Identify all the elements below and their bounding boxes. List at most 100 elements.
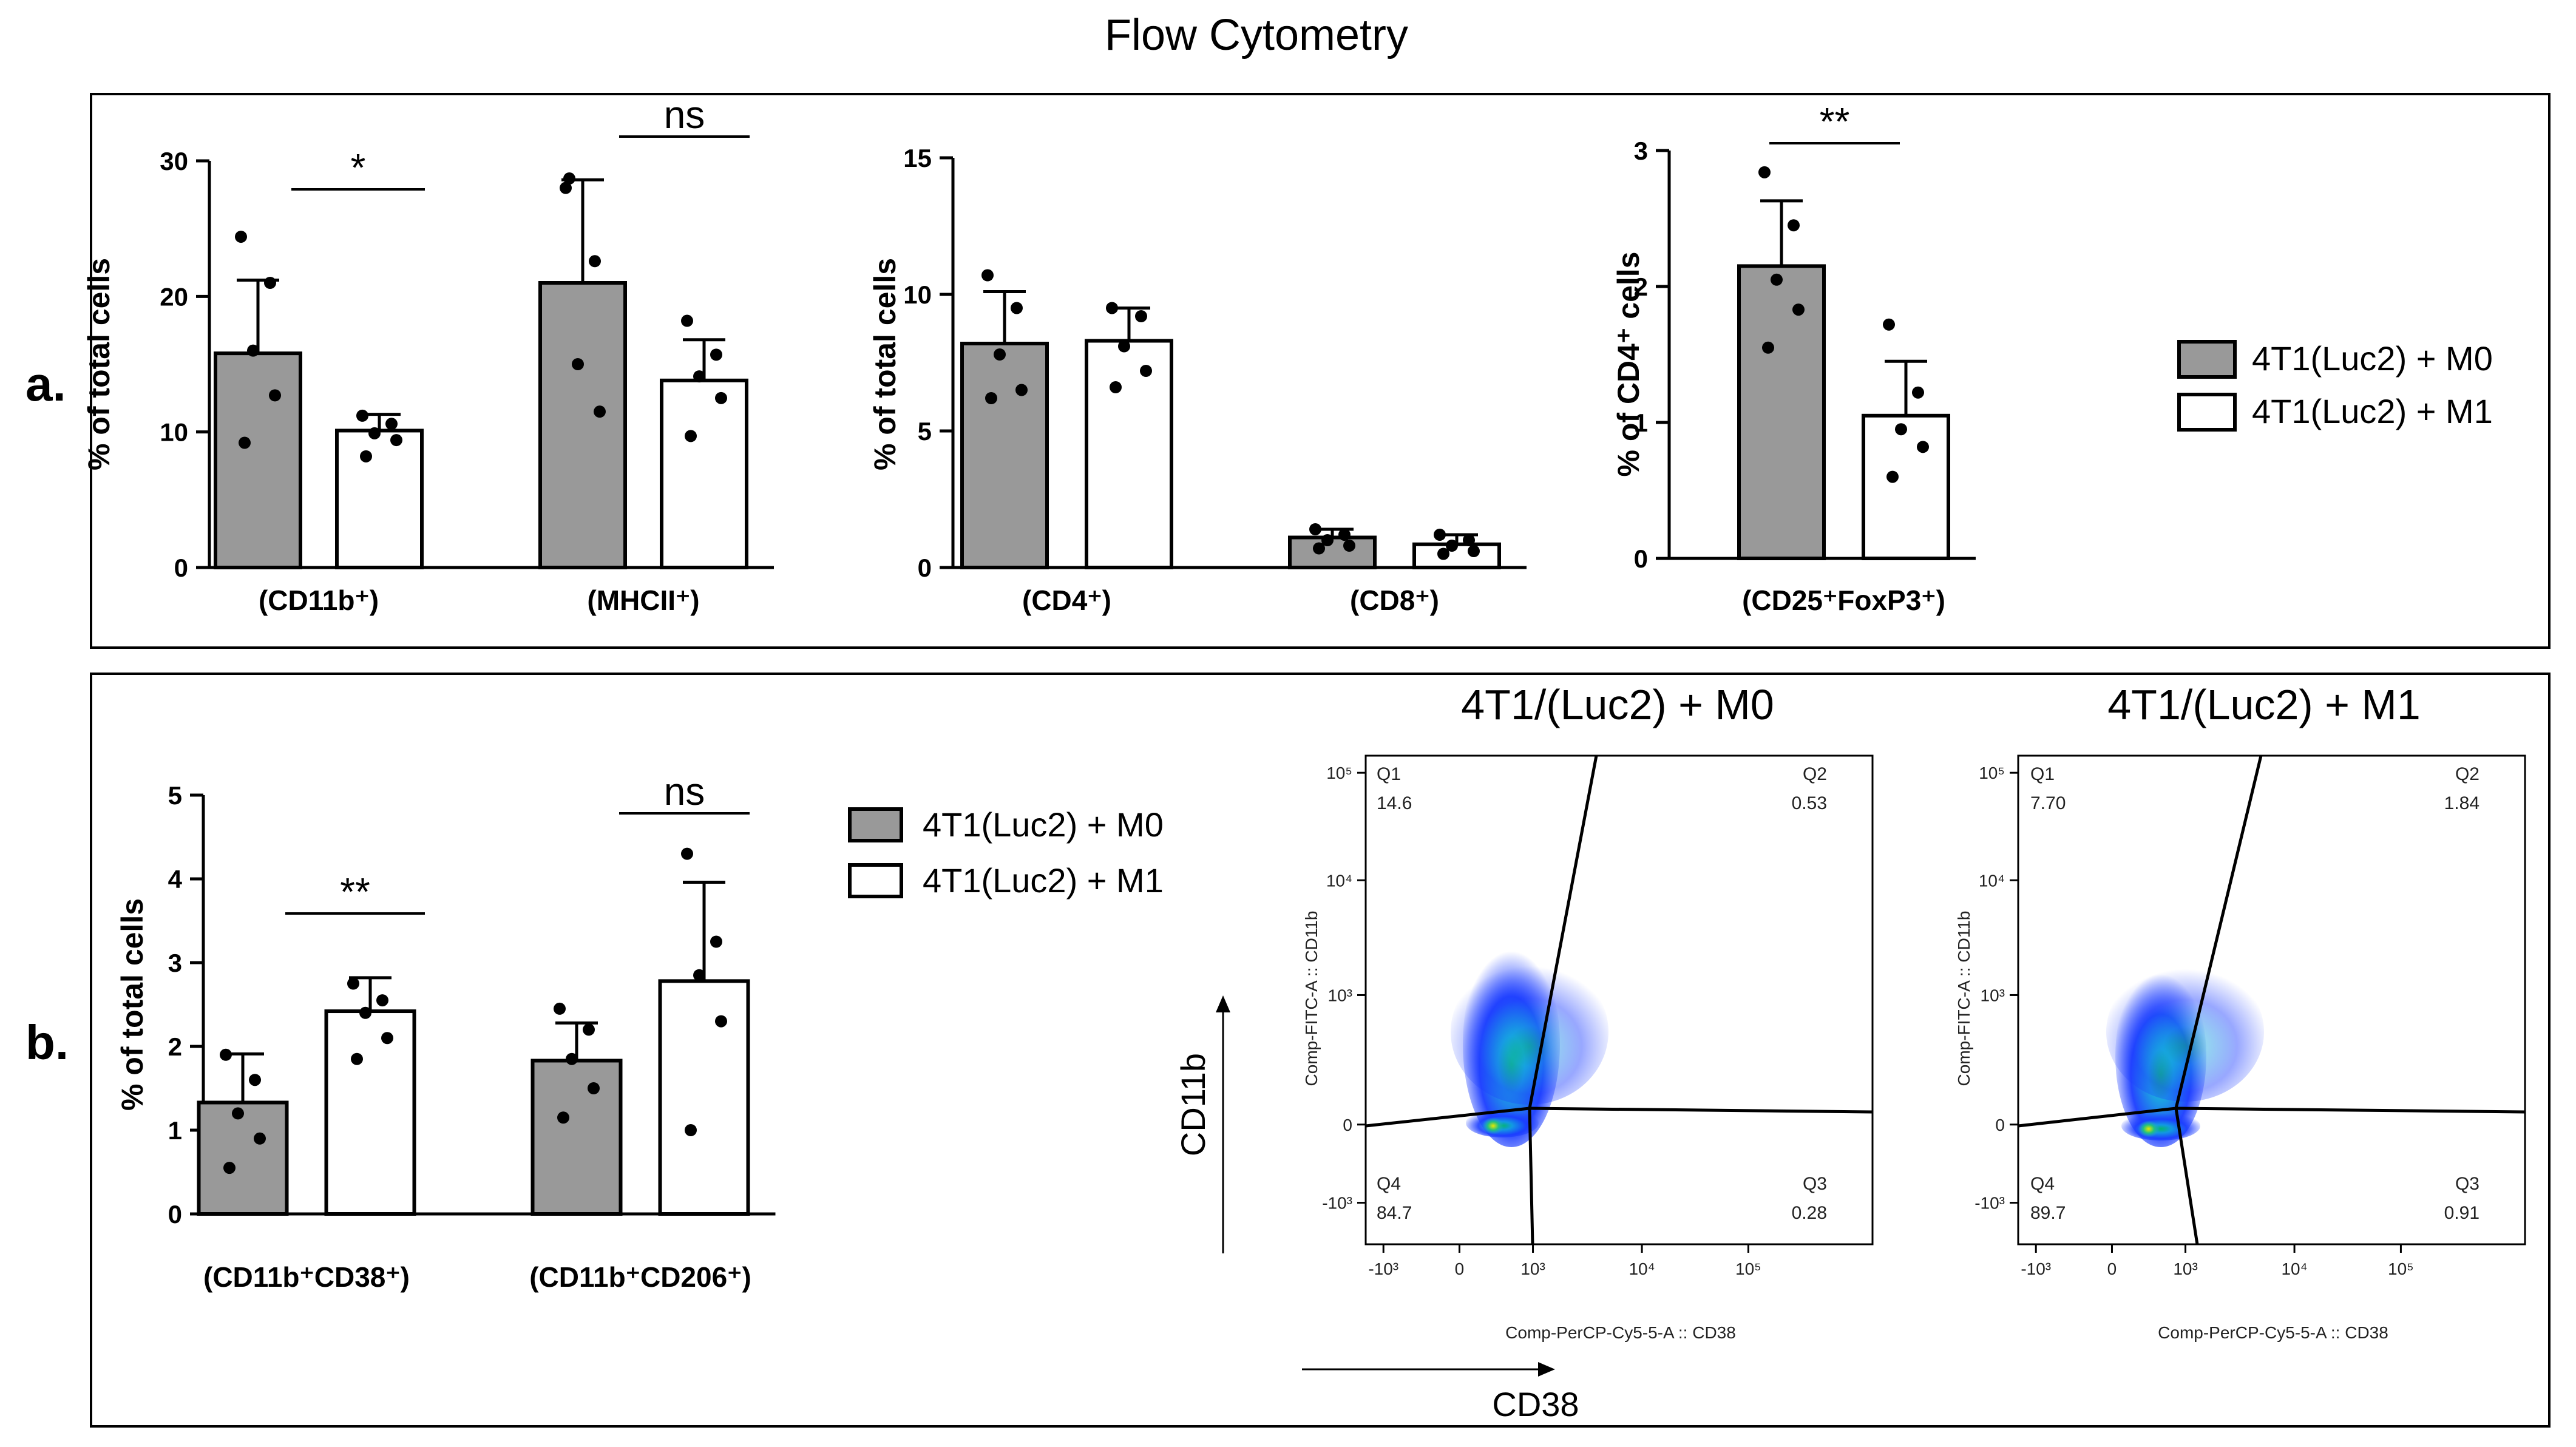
significance-label: ns bbox=[664, 770, 705, 813]
data-point bbox=[232, 1107, 244, 1120]
category-label: (MHCII⁺) bbox=[587, 585, 699, 616]
legend-swatch-m0 bbox=[2177, 340, 2237, 379]
gate-line-vertical-upper bbox=[2174, 755, 2263, 1109]
y-tick-label: 0 bbox=[918, 554, 932, 582]
flow-x-tick-label: 0 bbox=[2107, 1259, 2117, 1278]
data-point bbox=[1463, 534, 1475, 546]
bar-m0 bbox=[214, 351, 302, 570]
flow-x-axis-label: CD38 bbox=[1492, 1385, 1579, 1423]
data-point bbox=[985, 392, 997, 404]
panel-a-label: a. bbox=[25, 357, 66, 411]
data-point bbox=[994, 348, 1006, 361]
y-axis-title: % of total cells bbox=[868, 258, 902, 470]
data-point bbox=[681, 847, 693, 860]
bar-m0 bbox=[197, 1100, 289, 1216]
flow-y-channel: Comp-FITC-A :: CD11b bbox=[1302, 911, 1321, 1086]
gate-line-vertical-lower bbox=[1528, 1108, 1534, 1245]
y-tick-label: 5 bbox=[168, 781, 182, 810]
panel-b-label: b. bbox=[25, 1015, 69, 1069]
quadrant-name: Q4 bbox=[2030, 1174, 2055, 1194]
data-point bbox=[223, 1162, 236, 1174]
quadrant-name: Q3 bbox=[1803, 1174, 1827, 1194]
y-tick-label: 0 bbox=[168, 1200, 182, 1228]
flow-x-tick-label: 10³ bbox=[1520, 1259, 1545, 1278]
data-point bbox=[1446, 540, 1458, 552]
data-point bbox=[685, 1124, 697, 1136]
flow-x-tick-label: 10⁴ bbox=[2281, 1259, 2307, 1278]
quadrant-value-q1: 14.6 bbox=[1377, 793, 1412, 813]
data-point bbox=[254, 1132, 266, 1145]
legend-label-m1: 4T1(Luc2) + M1 bbox=[2252, 392, 2493, 430]
data-point bbox=[390, 434, 402, 447]
panel-a-frame bbox=[90, 93, 2551, 649]
data-point bbox=[685, 430, 697, 442]
data-point bbox=[1771, 273, 1783, 286]
flow-y-ticks: 10⁵ 10⁴ 10³ 0 -10³ bbox=[1322, 764, 1366, 1213]
data-point bbox=[710, 935, 722, 948]
quadrant-value-q4: 84.7 bbox=[1377, 1203, 1412, 1223]
data-point bbox=[1015, 384, 1028, 396]
flow-y-ticks: 10⁵ 10⁴ 10³ 0 -10³ bbox=[1974, 764, 2018, 1213]
gate-line-horizontal-right bbox=[2175, 1106, 2526, 1114]
quadrant-name: Q2 bbox=[1803, 764, 1827, 784]
bar-m1 bbox=[658, 979, 750, 1216]
y-tick-label: 2 bbox=[1634, 273, 1648, 301]
flow-title-m1: 4T1/(Luc2) + M1 bbox=[2107, 681, 2421, 728]
data-point bbox=[220, 1048, 232, 1061]
significance-label: ** bbox=[340, 870, 370, 913]
data-point bbox=[360, 450, 372, 463]
quadrant-value-q1: 7.70 bbox=[2030, 793, 2066, 813]
data-point bbox=[563, 172, 575, 185]
data-point bbox=[710, 348, 722, 361]
flow-x-tick-label: 0 bbox=[1455, 1259, 1465, 1278]
y-tick-label: 3 bbox=[168, 949, 182, 977]
y-tick-label: 1 bbox=[1634, 408, 1648, 437]
significance-label: * bbox=[351, 146, 366, 189]
bar-m1 bbox=[324, 1009, 416, 1216]
category-label: (CD11b⁺CD38⁺) bbox=[203, 1261, 410, 1293]
data-point bbox=[351, 1052, 363, 1065]
bar-m0 bbox=[538, 281, 627, 569]
bar-m1 bbox=[335, 429, 424, 570]
data-point bbox=[1343, 540, 1355, 552]
bar-m1 bbox=[1085, 339, 1173, 569]
flow-x-tick-label: 10⁵ bbox=[2388, 1259, 2414, 1278]
data-point bbox=[1106, 302, 1118, 314]
data-point bbox=[376, 994, 388, 1007]
cell-population-core bbox=[2138, 1120, 2160, 1137]
flow-y-tick-label: 0 bbox=[1343, 1116, 1352, 1134]
data-point bbox=[1792, 303, 1805, 316]
gate-line-vertical-lower bbox=[2174, 1108, 2199, 1245]
data-point bbox=[1895, 423, 1907, 436]
flow-y-tick-label: 0 bbox=[1995, 1116, 2005, 1134]
flow-x-tick-label: -10³ bbox=[2021, 1259, 2051, 1278]
flow-plot-m0: Q1 14.6 Q2 0.53 Q4 84.7 Q3 0.28 Comp-FIT… bbox=[1302, 754, 1874, 1342]
data-point bbox=[1140, 365, 1152, 377]
bar-m1 bbox=[1862, 413, 1950, 560]
bar-chart-2: 0 5 10 15 % of total cells (CD4⁺) (CD8⁺) bbox=[868, 144, 1527, 616]
data-point bbox=[588, 1082, 600, 1094]
bar-chart-3: 0 1 2 3 % of CD4⁺ cells (CD25⁺FoxP3⁺) ** bbox=[1612, 100, 1976, 616]
flow-x-tick-label: 10⁵ bbox=[1735, 1259, 1761, 1278]
data-point bbox=[1321, 534, 1334, 546]
data-point bbox=[681, 314, 693, 327]
flow-x-tick-label: 10³ bbox=[2173, 1259, 2197, 1278]
significance-label: ns bbox=[664, 93, 705, 137]
gate-line-horizontal-left bbox=[2018, 1106, 2177, 1128]
flow-y-tick-label: 10⁴ bbox=[1326, 871, 1352, 890]
y-tick-label: 2 bbox=[168, 1032, 182, 1061]
y-tick-label: 20 bbox=[160, 282, 188, 311]
quadrant-value-q3: 0.91 bbox=[2444, 1203, 2479, 1223]
data-point bbox=[554, 1002, 566, 1015]
data-point bbox=[981, 269, 994, 282]
cell-population-spread bbox=[2106, 962, 2264, 1102]
flow-y-channel: Comp-FITC-A :: CD11b bbox=[1954, 911, 1973, 1086]
y-tick-label: 4 bbox=[168, 865, 183, 893]
data-point bbox=[1309, 523, 1321, 535]
gate-line-horizontal-left bbox=[1365, 1106, 1530, 1128]
data-point bbox=[715, 391, 727, 404]
flow-x-ticks: -10³ 0 10³ 10⁴ 10⁵ bbox=[2021, 1244, 2414, 1278]
flow-title-m0: 4T1/(Luc2) + M0 bbox=[1461, 681, 1774, 728]
